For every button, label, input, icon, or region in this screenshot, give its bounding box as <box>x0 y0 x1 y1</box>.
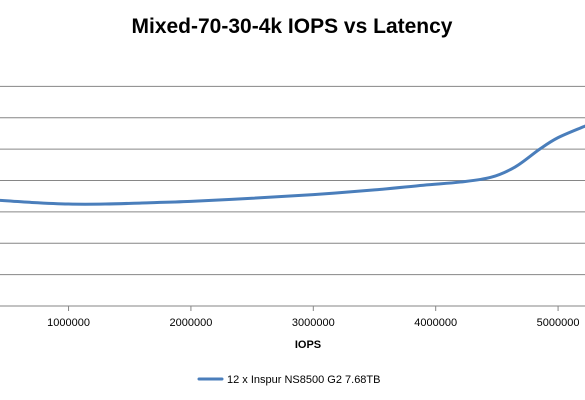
x-tick-label: 1000000 <box>47 317 90 329</box>
x-tick-label: 3000000 <box>292 317 335 329</box>
chart-title: Mixed-70-30-4k IOPS vs Latency <box>132 15 453 38</box>
x-axis-ticks: 1000000 2000000 3000000 4000000 5000000 <box>47 306 579 329</box>
x-tick-label: 5000000 <box>537 317 580 329</box>
gridlines <box>0 85 585 307</box>
series-line <box>0 124 585 206</box>
x-axis-label: IOPS <box>295 339 321 351</box>
legend: 12 x Inspur NS8500 G2 7.68TB <box>197 374 380 386</box>
legend-label: 12 x Inspur NS8500 G2 7.68TB <box>227 374 380 386</box>
x-tick-label: 2000000 <box>170 317 213 329</box>
x-tick-label: 4000000 <box>414 317 457 329</box>
series-group <box>0 124 585 206</box>
